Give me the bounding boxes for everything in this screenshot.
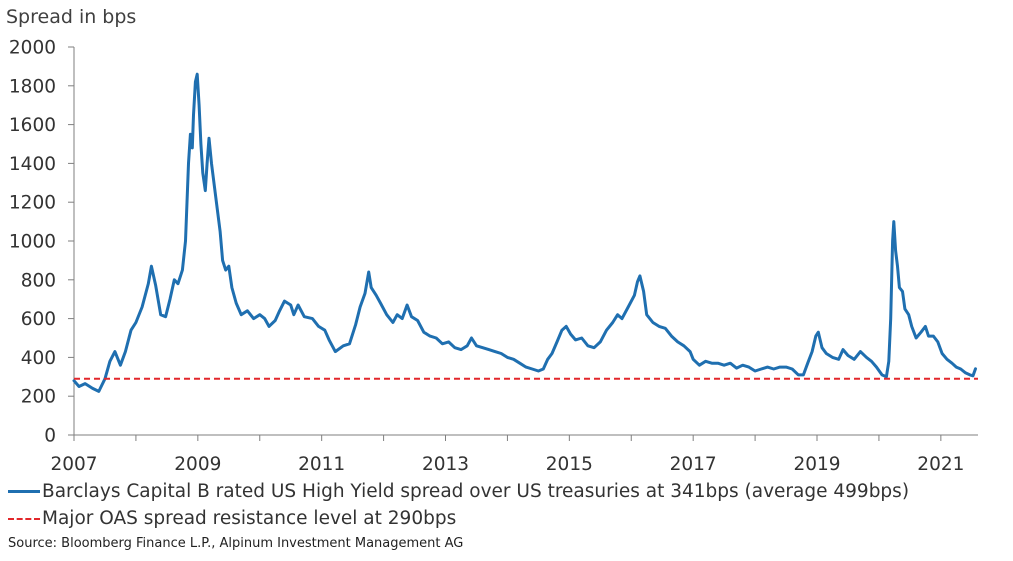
series-layer	[72, 72, 978, 393]
x-tick-label: 2009	[174, 454, 221, 475]
x-tick-label: 2015	[546, 454, 593, 475]
y-tick-label: 2000	[9, 38, 56, 59]
y-tick-label: 1400	[9, 154, 56, 175]
y-tick-label: 1200	[9, 193, 56, 214]
y-tick-label: 0	[44, 426, 56, 447]
y-tick-label: 1000	[9, 232, 56, 253]
y-tick-label: 1800	[9, 76, 56, 97]
source-note: Source: Bloomberg Finance L.P., Alpinum …	[8, 536, 464, 551]
y-axis-title: Spread in bps	[6, 6, 137, 28]
x-tick-label: 2007	[50, 454, 97, 475]
legend-entry-oas-resistance: Major OAS spread resistance level at 290…	[8, 508, 456, 529]
legend-swatch-dashed-line	[8, 517, 40, 520]
y-tick-label: 600	[21, 309, 56, 330]
y-tick-label: 1600	[9, 115, 56, 136]
x-tick-label: 2017	[670, 454, 717, 475]
x-tick-label: 2019	[793, 454, 840, 475]
x-tick-label: 2021	[917, 454, 964, 475]
y-tick-label: 800	[21, 270, 56, 291]
y-axis: 0 200 400 600 800 1000 1200 1400 1600 1800 2000	[9, 38, 75, 447]
y-tick-label: 400	[21, 348, 56, 369]
x-tick-label: 2011	[298, 454, 345, 475]
legend-label-high-yield: Barclays Capital B rated US High Yield s…	[42, 481, 910, 502]
x-tick-label: 2013	[422, 454, 469, 475]
legend-entry-high-yield: Barclays Capital B rated US High Yield s…	[8, 481, 909, 502]
series-line-high-yield-spread	[72, 72, 977, 393]
legend-swatch-solid-line	[8, 490, 40, 493]
x-axis: 2007 2009 2011 2013 2015 2017 2019 2021	[50, 434, 978, 475]
y-tick-label: 200	[21, 387, 56, 408]
legend-label-oas-resistance: Major OAS spread resistance level at 290…	[42, 508, 457, 529]
